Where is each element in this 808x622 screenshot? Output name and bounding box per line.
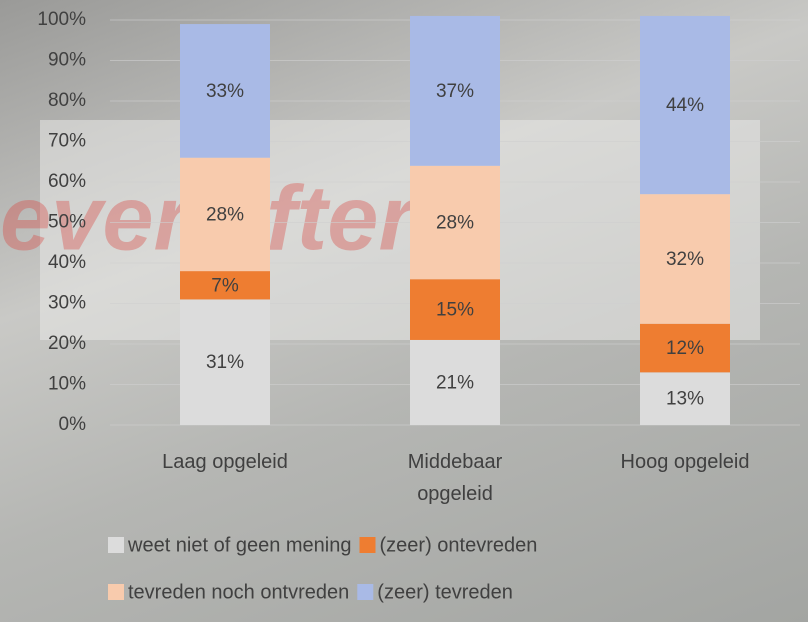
data-label: 31% bbox=[206, 352, 244, 373]
bar-segment bbox=[640, 323, 730, 373]
bar-segment bbox=[410, 165, 500, 280]
y-tick-label: 60% bbox=[48, 171, 86, 192]
bar-segment bbox=[180, 157, 270, 272]
bar-segment bbox=[640, 372, 730, 425]
y-tick-label: 90% bbox=[48, 50, 86, 71]
data-label: 32% bbox=[666, 249, 704, 270]
y-tick-label: 80% bbox=[48, 90, 86, 111]
legend-swatch bbox=[108, 584, 124, 600]
data-label: 15% bbox=[436, 300, 474, 321]
data-label: 12% bbox=[666, 338, 704, 359]
bar-segment bbox=[410, 15, 500, 166]
data-label: 44% bbox=[666, 95, 704, 116]
data-label: 13% bbox=[666, 389, 704, 410]
bar-segment bbox=[180, 271, 270, 300]
x-tick-label: Laag opgeleid bbox=[162, 451, 288, 473]
y-tick-label: 70% bbox=[48, 131, 86, 152]
y-tick-label: 50% bbox=[48, 212, 86, 233]
bar-segment bbox=[640, 15, 730, 195]
x-tick-label: Hoog opgeleid bbox=[620, 451, 750, 473]
legend-label: (zeer) tevreden bbox=[377, 581, 513, 603]
y-tick-label: 20% bbox=[48, 333, 86, 354]
y-tick-label: 10% bbox=[48, 374, 86, 395]
legend-label: (zeer) ontevreden bbox=[380, 534, 538, 556]
legend-swatch bbox=[108, 537, 124, 553]
data-label: 28% bbox=[206, 204, 244, 225]
legend-swatch bbox=[357, 584, 374, 600]
legend-label: tevreden noch ontvreden bbox=[128, 581, 349, 603]
data-label: 21% bbox=[436, 372, 474, 393]
y-tick-label: 0% bbox=[59, 414, 87, 435]
y-tick-label: 30% bbox=[48, 293, 86, 314]
data-label: 37% bbox=[436, 81, 474, 102]
bar-segment bbox=[180, 24, 270, 158]
bar-segment bbox=[410, 279, 500, 340]
data-label: 28% bbox=[436, 213, 474, 234]
bar-segment bbox=[640, 194, 730, 324]
legend-label: weet niet of geen mening bbox=[127, 534, 352, 556]
data-label: 7% bbox=[211, 275, 239, 296]
data-label: 33% bbox=[206, 81, 244, 102]
bar-segment bbox=[180, 299, 270, 425]
y-tick-label: 40% bbox=[48, 252, 86, 273]
bar-segment bbox=[410, 339, 500, 425]
legend-swatch bbox=[359, 537, 376, 553]
x-tick-label: Middebaar opgeleid bbox=[407, 451, 503, 505]
y-tick-label: 100% bbox=[37, 9, 86, 30]
